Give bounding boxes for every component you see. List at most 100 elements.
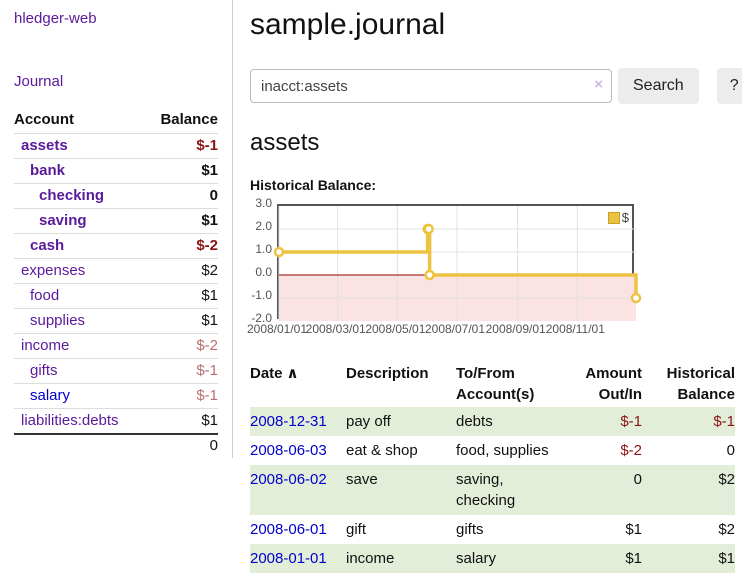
transaction-balance: $2 bbox=[718, 471, 735, 488]
register-table: Date ∧ Description To/From Account(s) Amount… bbox=[250, 361, 735, 573]
accounts-total-row: 0 bbox=[14, 433, 218, 456]
column-header-date[interactable]: Date ∧ bbox=[250, 361, 346, 407]
account-row: saving $1 bbox=[14, 208, 218, 234]
transaction-accounts: salary bbox=[456, 550, 497, 567]
register-row: 2008-12-31 pay off debts $-1 $-1 bbox=[250, 407, 735, 436]
transaction-date-link[interactable]: 2008-06-02 bbox=[250, 471, 327, 488]
column-header-description: Description bbox=[346, 361, 456, 407]
account-link[interactable]: salary bbox=[30, 387, 71, 404]
transaction-amount: $-2 bbox=[620, 442, 642, 459]
clear-search-icon[interactable]: × bbox=[594, 76, 603, 93]
y-tick-label: -1.0 bbox=[251, 288, 272, 302]
transaction-amount: $1 bbox=[625, 521, 642, 538]
account-link[interactable]: bank bbox=[30, 162, 66, 179]
transaction-balance: $-1 bbox=[713, 413, 735, 430]
account-link[interactable]: saving bbox=[39, 212, 87, 229]
help-button[interactable]: ? bbox=[716, 68, 742, 104]
transaction-description: gift bbox=[346, 521, 367, 538]
accounts-header-account: Account bbox=[14, 111, 74, 128]
register-row: 2008-06-02 save saving, checking 0 $2 bbox=[250, 465, 735, 515]
account-link[interactable]: checking bbox=[39, 187, 105, 204]
y-tick-label: 1.0 bbox=[255, 242, 272, 256]
x-tick-label: 2008/07/01 bbox=[424, 322, 486, 336]
account-balance: $-1 bbox=[145, 133, 218, 159]
y-tick-label: 0.0 bbox=[255, 265, 272, 279]
account-link[interactable]: income bbox=[21, 337, 70, 354]
search-input-wrap: × bbox=[250, 69, 612, 103]
account-balance: $1 bbox=[145, 308, 218, 334]
column-header-amount: Amount Out/In bbox=[560, 361, 642, 407]
transaction-amount: 0 bbox=[633, 471, 642, 488]
chart-legend: $ bbox=[607, 210, 629, 225]
account-row: food $1 bbox=[14, 283, 218, 309]
register-header-row: Date ∧ Description To/From Account(s) Amount… bbox=[250, 361, 735, 407]
column-header-label: Description bbox=[346, 365, 429, 382]
account-link[interactable]: assets bbox=[21, 137, 68, 154]
y-tick-label: 3.0 bbox=[255, 196, 272, 210]
column-header-label: Date bbox=[250, 365, 283, 382]
main-content: sample.journal × Search ? assets Histori… bbox=[247, 0, 742, 573]
column-header-to: To/From Account(s) bbox=[456, 361, 560, 407]
account-balance: $1 bbox=[145, 408, 218, 434]
register-row: 2008-06-03 eat & shop food, supplies $-2 0 bbox=[250, 436, 735, 465]
transaction-description: income bbox=[346, 550, 395, 567]
account-link[interactable]: food bbox=[30, 287, 60, 304]
account-balance: $-1 bbox=[145, 383, 218, 409]
account-row: checking 0 bbox=[14, 183, 218, 209]
account-balance: $1 bbox=[145, 208, 218, 234]
app-title-link[interactable]: hledger-web bbox=[14, 10, 97, 27]
column-header-label: Historical Balance bbox=[666, 365, 735, 403]
account-link[interactable]: cash bbox=[30, 237, 65, 254]
chart-plot-area: $ bbox=[273, 204, 642, 321]
search-input[interactable] bbox=[250, 69, 612, 103]
account-row: assets $-1 bbox=[14, 133, 218, 159]
transaction-date-link[interactable]: 2008-06-03 bbox=[250, 442, 327, 459]
account-balance: $2 bbox=[145, 258, 218, 284]
transaction-amount: $-1 bbox=[620, 413, 642, 430]
transaction-date-link[interactable]: 2008-01-01 bbox=[250, 550, 327, 567]
transaction-date-link[interactable]: 2008-12-31 bbox=[250, 413, 327, 430]
column-header-historical: Historical Balance bbox=[642, 361, 735, 407]
x-tick-label: 2008/03/01 bbox=[305, 322, 366, 336]
x-tick-label: 2008/05/01 bbox=[365, 322, 426, 336]
legend-swatch-icon bbox=[607, 211, 620, 224]
y-tick-label: 2.0 bbox=[255, 219, 272, 233]
account-link[interactable]: supplies bbox=[30, 312, 86, 329]
transaction-accounts: debts bbox=[456, 413, 493, 430]
account-balance: 0 bbox=[145, 183, 218, 209]
register-row: 2008-01-01 income salary $1 $1 bbox=[250, 544, 735, 573]
search-button[interactable]: Search bbox=[618, 68, 699, 104]
account-link[interactable]: liabilities:debts bbox=[21, 412, 119, 429]
accounts-total-spacer bbox=[14, 433, 146, 456]
account-link[interactable]: expenses bbox=[21, 262, 86, 279]
balance-chart: 3.0 2.0 1.0 0.0 -1.0 -2.0 $ 2008/01/01 2008/03… bbox=[247, 197, 642, 339]
account-balance: $-2 bbox=[145, 233, 218, 259]
sidebar-item-journal[interactable]: Journal bbox=[14, 73, 64, 90]
column-header-label: To/From Account(s) bbox=[456, 365, 535, 403]
sidebar: hledger-web Journal Account Balance asse… bbox=[0, 0, 233, 458]
chart-title: Historical Balance: bbox=[250, 177, 377, 193]
chart-canvas bbox=[273, 206, 642, 321]
transaction-accounts: saving, checking bbox=[456, 471, 516, 509]
account-row: liabilities:debts $1 bbox=[14, 408, 218, 434]
transaction-balance: 0 bbox=[726, 442, 735, 459]
accounts-header-balance: Balance bbox=[160, 111, 218, 128]
transaction-date-link[interactable]: 2008-06-01 bbox=[250, 521, 327, 538]
accounts-header-row: Account Balance bbox=[14, 108, 218, 134]
account-row: salary $-1 bbox=[14, 383, 218, 409]
account-balance: $-2 bbox=[145, 333, 218, 359]
chart-x-axis: 2008/01/01 2008/03/01 2008/05/01 2008/07/01… bbox=[247, 322, 634, 339]
accounts-table: Account Balance assets $-1 bank $1 checking 0… bbox=[14, 108, 218, 456]
legend-label: $ bbox=[621, 210, 629, 225]
account-heading: assets bbox=[250, 129, 320, 156]
account-row: cash $-2 bbox=[14, 233, 218, 259]
account-row: gifts $-1 bbox=[14, 358, 218, 384]
account-link[interactable]: gifts bbox=[30, 362, 58, 379]
x-tick-label: 2008/11/01 bbox=[545, 322, 605, 336]
account-balance: $1 bbox=[145, 283, 218, 309]
y-tick-label: -2.0 bbox=[251, 311, 272, 325]
transaction-balance: $1 bbox=[718, 550, 735, 567]
transaction-description: pay off bbox=[346, 413, 391, 430]
register-row: 2008-06-01 gift gifts $1 $2 bbox=[250, 515, 735, 544]
